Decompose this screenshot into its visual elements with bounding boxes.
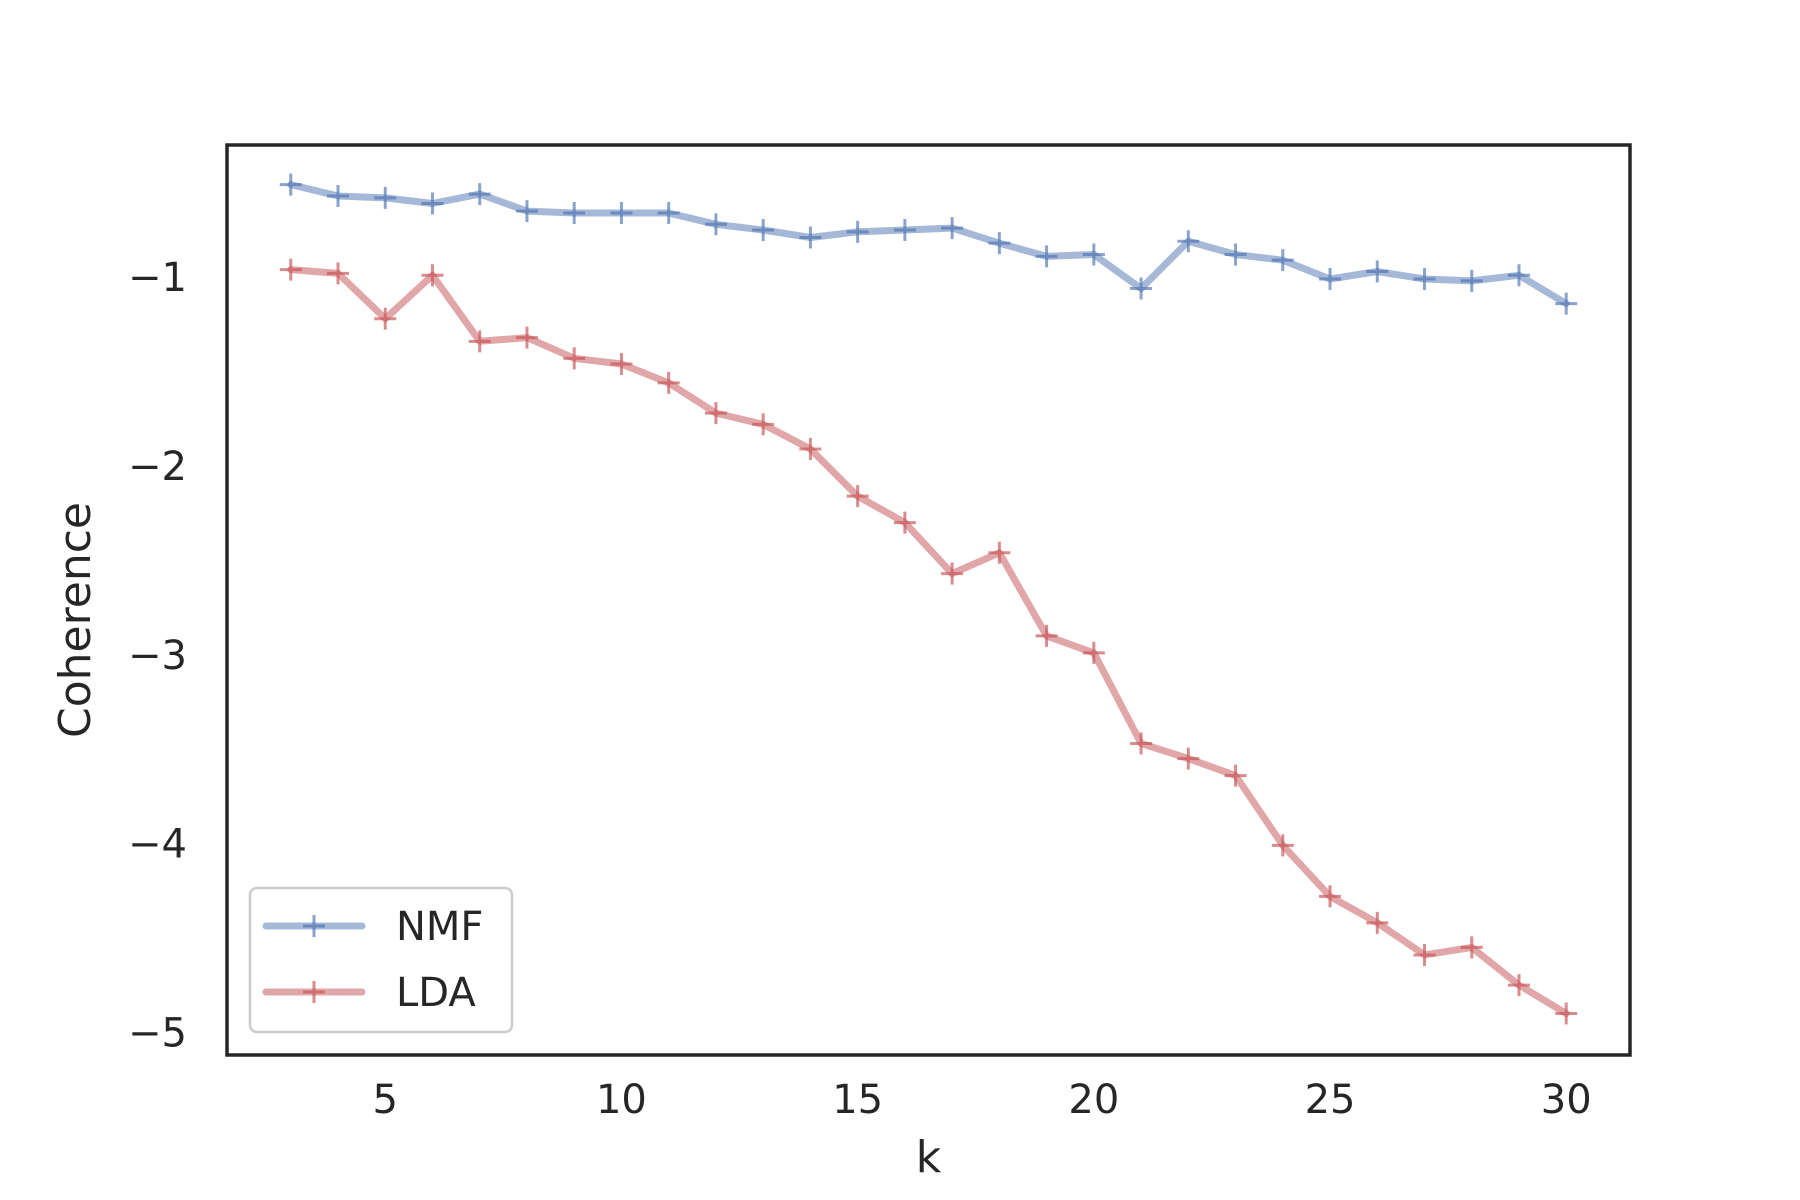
- data-point-lda: [1177, 747, 1200, 770]
- data-point-lda: [563, 347, 586, 370]
- data-point-lda: [752, 413, 775, 436]
- data-point-nmf: [1082, 243, 1105, 266]
- data-point-nmf: [752, 218, 775, 241]
- series-lda: [279, 258, 1578, 1025]
- data-point-lda: [988, 541, 1011, 564]
- x-tick-label: 10: [596, 1077, 647, 1123]
- data-point-lda: [1082, 641, 1105, 664]
- x-tick-label: 15: [832, 1077, 883, 1123]
- legend-label: NMF: [396, 904, 483, 950]
- data-point-lda: [610, 353, 633, 376]
- data-point-nmf: [941, 217, 964, 240]
- series-line-lda: [287, 266, 1570, 1017]
- data-point-nmf: [1177, 230, 1200, 253]
- data-point-lda: [704, 402, 727, 425]
- data-point-nmf: [799, 226, 822, 249]
- data-point-lda: [327, 262, 350, 285]
- legend-label: LDA: [396, 970, 476, 1016]
- data-point-lda: [893, 511, 916, 534]
- data-point-nmf: [1271, 249, 1294, 272]
- data-point-lda: [799, 437, 822, 460]
- data-point-nmf: [1224, 243, 1247, 266]
- legend-item-lda: LDA: [262, 970, 476, 1016]
- data-point-lda: [1319, 885, 1342, 908]
- data-point-nmf: [515, 200, 538, 223]
- data-point-nmf: [421, 192, 444, 215]
- data-point-nmf: [846, 220, 869, 243]
- y-tick-label: −2: [128, 444, 187, 490]
- data-point-nmf: [1130, 277, 1153, 300]
- data-point-nmf: [1366, 260, 1389, 283]
- x-tick-label: 20: [1068, 1077, 1119, 1123]
- data-point-nmf: [657, 201, 680, 224]
- data-point-nmf: [327, 184, 350, 207]
- data-point-lda: [421, 264, 444, 287]
- y-tick-label: −4: [128, 822, 187, 868]
- data-point-nmf: [279, 173, 302, 196]
- data-point-nmf: [1507, 264, 1530, 287]
- data-point-lda: [941, 562, 964, 585]
- ticks-layer: 5 10 15 20 25 30 −1 −2 −3 −4 −5: [128, 255, 1592, 1123]
- series-layer: [279, 173, 1578, 1025]
- data-point-nmf: [1413, 268, 1436, 291]
- data-point-lda: [1507, 974, 1530, 997]
- data-point-nmf: [1319, 268, 1342, 291]
- data-point-lda: [1555, 1002, 1578, 1025]
- data-point-nmf: [893, 218, 916, 241]
- data-point-lda: [657, 371, 680, 394]
- y-axis-title: Coherence: [50, 502, 101, 738]
- plot-frame: [225, 143, 1632, 1057]
- data-point-nmf: [704, 213, 727, 236]
- data-point-lda: [279, 258, 302, 281]
- data-point-lda: [846, 485, 869, 508]
- x-tick-label: 5: [373, 1077, 398, 1123]
- data-point-lda: [1130, 732, 1153, 755]
- data-point-nmf: [563, 201, 586, 224]
- data-point-nmf: [1460, 269, 1483, 292]
- data-point-lda: [1413, 943, 1436, 966]
- y-tick-label: −1: [128, 255, 187, 301]
- data-point-lda: [1460, 936, 1483, 959]
- legend-marker: [303, 915, 325, 937]
- data-point-lda: [468, 330, 491, 353]
- x-tick-label: 30: [1541, 1077, 1592, 1123]
- data-point-nmf: [988, 232, 1011, 255]
- legend-item-nmf: NMF: [262, 904, 483, 950]
- y-tick-label: −5: [128, 1010, 187, 1056]
- series-line-nmf: [287, 181, 1570, 308]
- data-point-nmf: [610, 201, 633, 224]
- data-point-nmf: [374, 186, 397, 209]
- data-point-lda: [515, 326, 538, 349]
- data-point-lda: [374, 307, 397, 330]
- y-tick-label: −3: [128, 633, 187, 679]
- data-point-lda: [1271, 834, 1294, 857]
- series-nmf: [279, 173, 1578, 315]
- data-point-nmf: [468, 183, 491, 206]
- x-axis-title: k: [916, 1132, 942, 1183]
- legend-marker: [303, 981, 325, 1003]
- x-tick-label: 25: [1305, 1077, 1356, 1123]
- legend: NMF LDA: [248, 886, 514, 1034]
- data-point-nmf: [1035, 245, 1058, 268]
- data-point-lda: [1366, 911, 1389, 934]
- data-point-lda: [1224, 764, 1247, 787]
- data-point-lda: [1035, 624, 1058, 647]
- data-point-nmf: [1555, 292, 1578, 315]
